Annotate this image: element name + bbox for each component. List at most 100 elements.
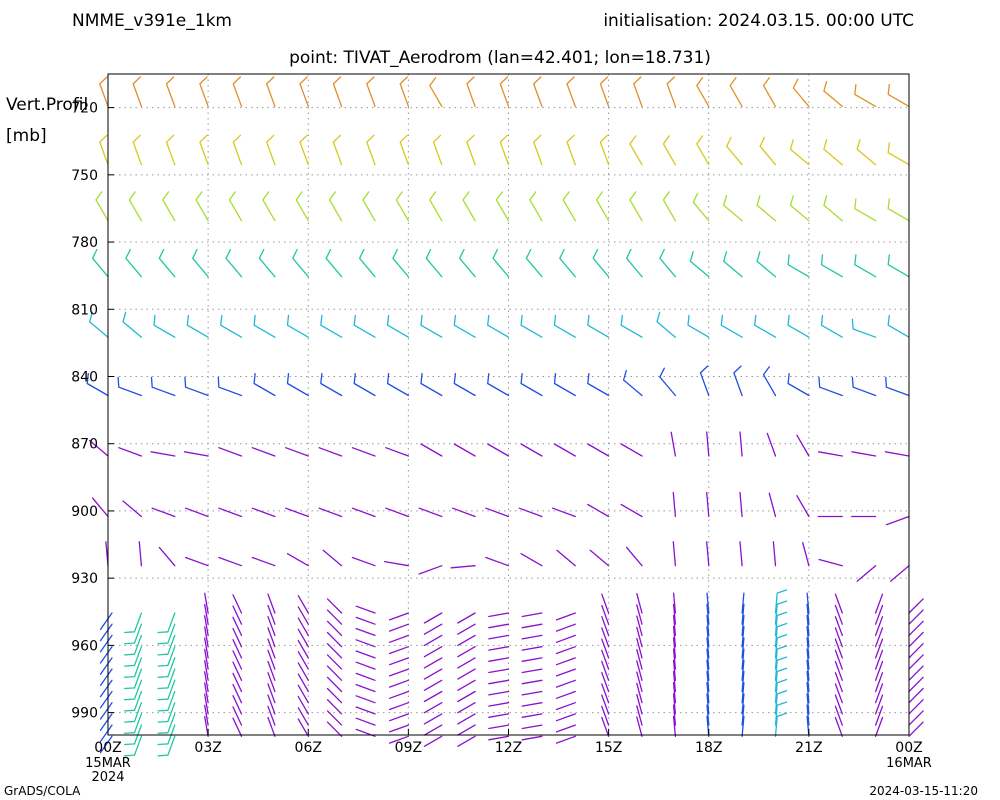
wind-barb <box>706 541 710 567</box>
wind-barb <box>99 713 113 731</box>
wind-barb <box>423 623 443 635</box>
wind-barb <box>297 673 309 693</box>
wind-barb <box>457 668 476 680</box>
wind-barb <box>834 694 843 715</box>
wind-barb <box>457 623 476 635</box>
x-tick-label: 06Z <box>295 740 322 756</box>
wind-barb <box>386 314 410 338</box>
wind-barb <box>220 314 243 338</box>
wind-barb <box>706 670 710 693</box>
wind-barb <box>204 693 209 715</box>
wind-barb <box>488 713 510 718</box>
wind-barb <box>555 646 576 655</box>
wind-barb <box>555 702 576 711</box>
wind-barb <box>99 134 109 166</box>
wind-barb <box>351 556 376 567</box>
wind-barb <box>299 134 309 166</box>
wind-barb <box>488 646 510 651</box>
wind-barb <box>521 713 543 718</box>
wind-barb <box>874 627 884 648</box>
wind-barb <box>625 248 643 278</box>
wind-barb <box>326 631 343 648</box>
wind-barb <box>366 134 376 166</box>
wind-barb <box>601 649 610 670</box>
wind-barb <box>908 631 924 648</box>
wind-barb <box>754 314 777 338</box>
wind-barb <box>326 710 343 726</box>
wind-barb <box>834 604 843 625</box>
wind-barb <box>399 134 410 166</box>
wind-barb <box>418 507 443 518</box>
wind-barb <box>297 718 309 737</box>
wind-barb <box>885 515 910 526</box>
wind-barb <box>353 373 376 397</box>
wind-barb <box>184 507 209 518</box>
wind-barb <box>267 649 276 670</box>
wind-barb <box>292 248 309 278</box>
wind-barb <box>420 443 443 457</box>
wind-barb <box>555 623 576 632</box>
wind-barb <box>887 142 910 166</box>
wind-barb <box>165 76 176 108</box>
wind-barb <box>423 634 443 647</box>
wind-barb <box>95 191 109 222</box>
wind-barb <box>806 648 810 670</box>
wind-barb <box>157 690 176 712</box>
wind-barb <box>706 659 710 681</box>
wind-barb <box>699 365 710 397</box>
wind-barb <box>122 311 143 338</box>
wind-barb <box>601 616 610 637</box>
wind-barb <box>318 507 343 518</box>
wind-barb <box>774 656 788 681</box>
wind-barb <box>820 314 843 338</box>
wind-barb <box>232 717 243 737</box>
wind-barb <box>774 611 788 637</box>
wind-barb <box>451 507 476 518</box>
wind-barb <box>157 679 176 701</box>
wind-barb <box>834 660 843 681</box>
wind-barb <box>874 716 884 737</box>
wind-barb <box>706 704 710 726</box>
wind-barb <box>184 376 209 397</box>
wind-barb <box>99 690 113 709</box>
wind-barb <box>555 713 576 722</box>
wind-barb <box>555 612 576 621</box>
wind-barb <box>789 195 810 222</box>
wind-barb <box>457 612 476 624</box>
wind-barb <box>388 657 410 666</box>
wind-barb <box>450 565 476 569</box>
wind-barb <box>720 314 743 338</box>
wind-barb <box>232 134 243 166</box>
wind-barb <box>232 605 243 625</box>
wind-barb <box>217 376 243 397</box>
initialisation-label: initialisation: 2024.03.15. 00:00 UTC <box>603 11 914 31</box>
wind-barb <box>774 589 788 614</box>
wind-barb <box>124 612 143 634</box>
wind-barb <box>251 447 276 457</box>
wind-barb <box>326 609 343 625</box>
wind-barb <box>157 657 176 678</box>
wind-barb <box>297 628 309 648</box>
wind-barb <box>802 541 810 567</box>
x-date-label: 16MAR <box>886 756 932 771</box>
wind-barb <box>672 603 677 625</box>
x-tick-label: 00Z <box>94 740 121 756</box>
wind-barb <box>204 603 209 625</box>
wind-barb <box>267 683 276 704</box>
wind-barb <box>388 735 410 744</box>
wind-barb <box>706 648 710 670</box>
wind-barb <box>267 638 276 659</box>
wind-barb <box>355 695 376 704</box>
wind-barb <box>204 615 209 637</box>
wind-barb <box>457 724 476 736</box>
wind-barb <box>696 77 710 108</box>
wind-barb <box>459 248 476 278</box>
wind-barb <box>326 687 343 704</box>
wind-barb <box>636 615 643 637</box>
wind-barb <box>706 626 710 648</box>
wind-barb <box>99 724 113 743</box>
wind-barb <box>774 667 788 693</box>
wind-barb <box>457 657 476 669</box>
wind-barb <box>423 646 443 658</box>
wind-barb <box>162 191 176 222</box>
